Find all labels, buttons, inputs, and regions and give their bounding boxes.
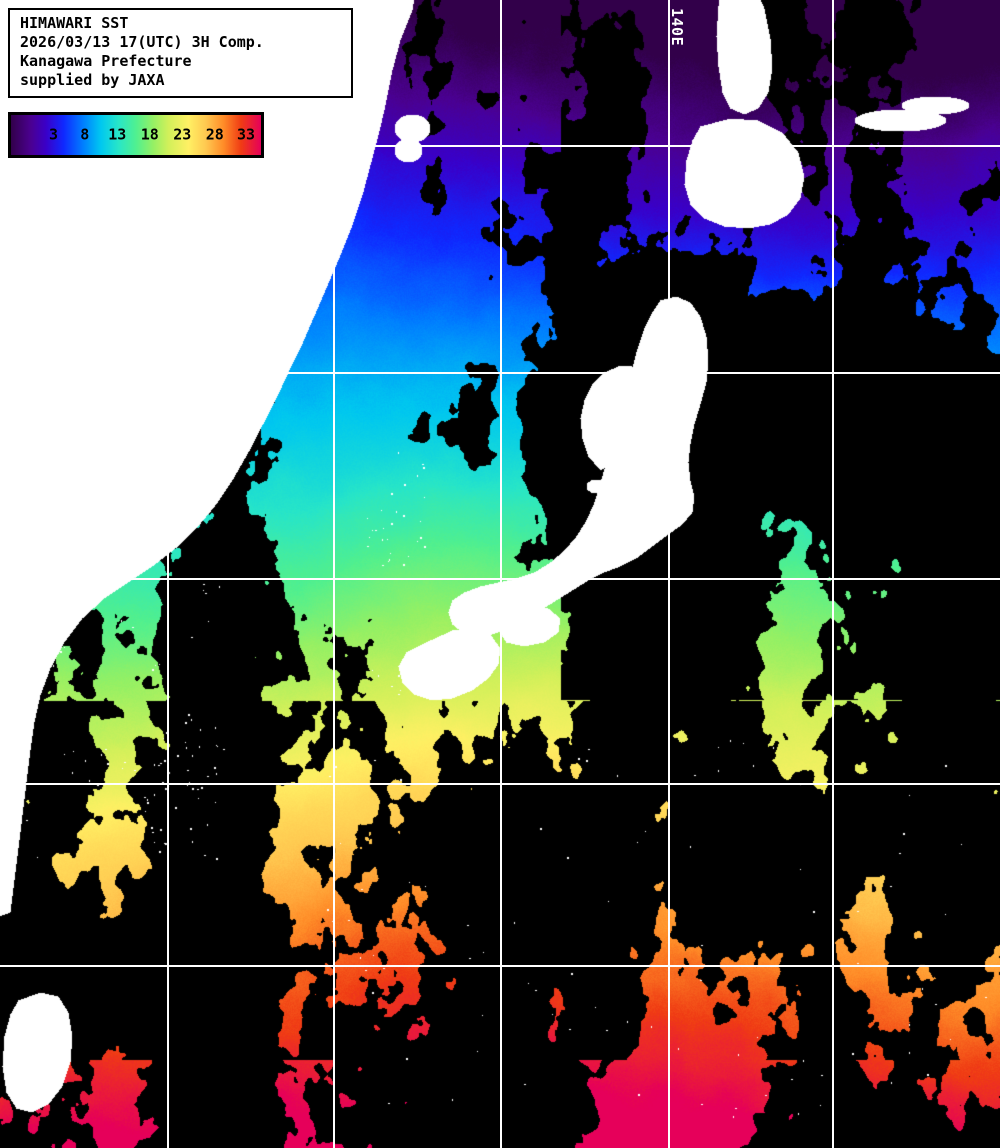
colorbar-gradient — [11, 115, 261, 155]
colorbar: 3 8 13 18 23 28 33 — [8, 112, 264, 158]
colorbar-tick-3: 3 — [48, 125, 59, 144]
title-line-product: HIMAWARI SST — [20, 14, 129, 32]
colorbar-tick-33: 33 — [236, 125, 256, 144]
colorbar-tick-13: 13 — [108, 125, 127, 144]
colorbar-tick-labels: 3 8 13 18 23 28 33 — [11, 115, 261, 155]
colorbar-tick-28: 28 — [205, 125, 224, 144]
colorbar-tick-8: 8 — [80, 125, 90, 144]
title-line-source: supplied by JAXA — [20, 71, 165, 89]
colorbar-tick-23: 23 — [173, 125, 192, 144]
colorbar-tick-18: 18 — [140, 125, 159, 144]
title-card: HIMAWARI SST 2026/03/13 17(UTC) 3H Comp.… — [8, 8, 353, 98]
title-line-region: Kanagawa Prefecture — [20, 52, 192, 70]
title-line-datetime: 2026/03/13 17(UTC) 3H Comp. — [20, 33, 264, 51]
